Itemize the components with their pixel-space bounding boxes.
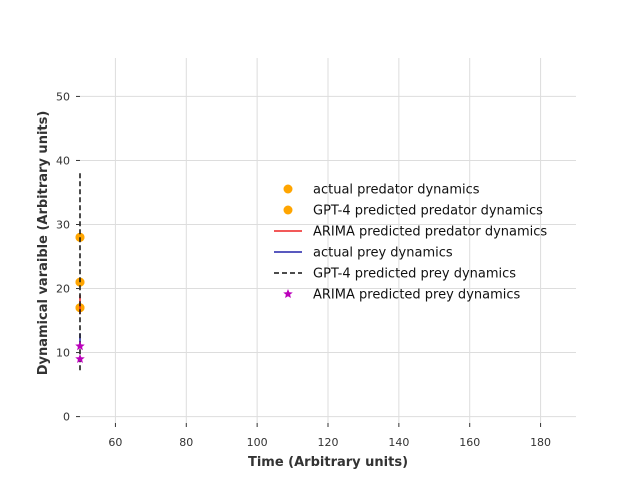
y-axis-ticks: 0 10 20 30 40 50 [56,90,80,424]
legend-item: actual prey dynamics [274,246,453,261]
x-tick-label: 120 [318,436,339,449]
x-tick-label: 60 [108,436,122,449]
y-tick-label: 10 [56,347,70,360]
y-tick-label: 50 [56,90,70,103]
x-tick-label: 100 [247,436,268,449]
data-point [75,353,85,364]
legend-item: ARIMA predicted prey dynamics [283,288,521,303]
x-tick-label: 80 [179,436,193,449]
legend-item: GPT-4 predicted prey dynamics [274,267,516,282]
x-tick-label: 160 [459,436,480,449]
legend-label: GPT-4 predicted predator dynamics [313,204,543,219]
y-tick-label: 30 [56,218,70,231]
x-axis-ticks: 60 80 100 120 140 160 180 [108,423,551,449]
grid [80,58,576,423]
legend-item: GPT-4 predicted predator dynamics [283,204,543,219]
legend-item: ARIMA predicted predator dynamics [274,225,547,240]
x-axis-label: Time (Arbitrary units) [248,455,408,470]
legend-label: ARIMA predicted predator dynamics [313,225,547,240]
y-tick-label: 20 [56,283,70,296]
plot-series [75,173,85,372]
y-axis-label: Dynamical varaible (Arbitrary units) [36,111,51,376]
legend-label: ARIMA predicted prey dynamics [313,288,521,303]
legend-item: actual predator dynamics [283,183,480,198]
series-arima-predicted-prey-dynamics [75,341,85,364]
legend-label: actual prey dynamics [313,246,453,261]
legend-marker [283,184,293,194]
x-tick-label: 140 [388,436,409,449]
y-tick-label: 0 [63,411,70,424]
x-tick-label: 180 [530,436,551,449]
legend-label: actual predator dynamics [313,183,480,198]
legend-marker [283,289,293,299]
legend-marker [283,205,293,215]
legend: actual predator dynamics GPT-4 predicted … [274,183,547,303]
y-tick-label: 40 [56,154,70,167]
data-point [75,341,85,351]
legend-label: GPT-4 predicted prey dynamics [313,267,516,282]
